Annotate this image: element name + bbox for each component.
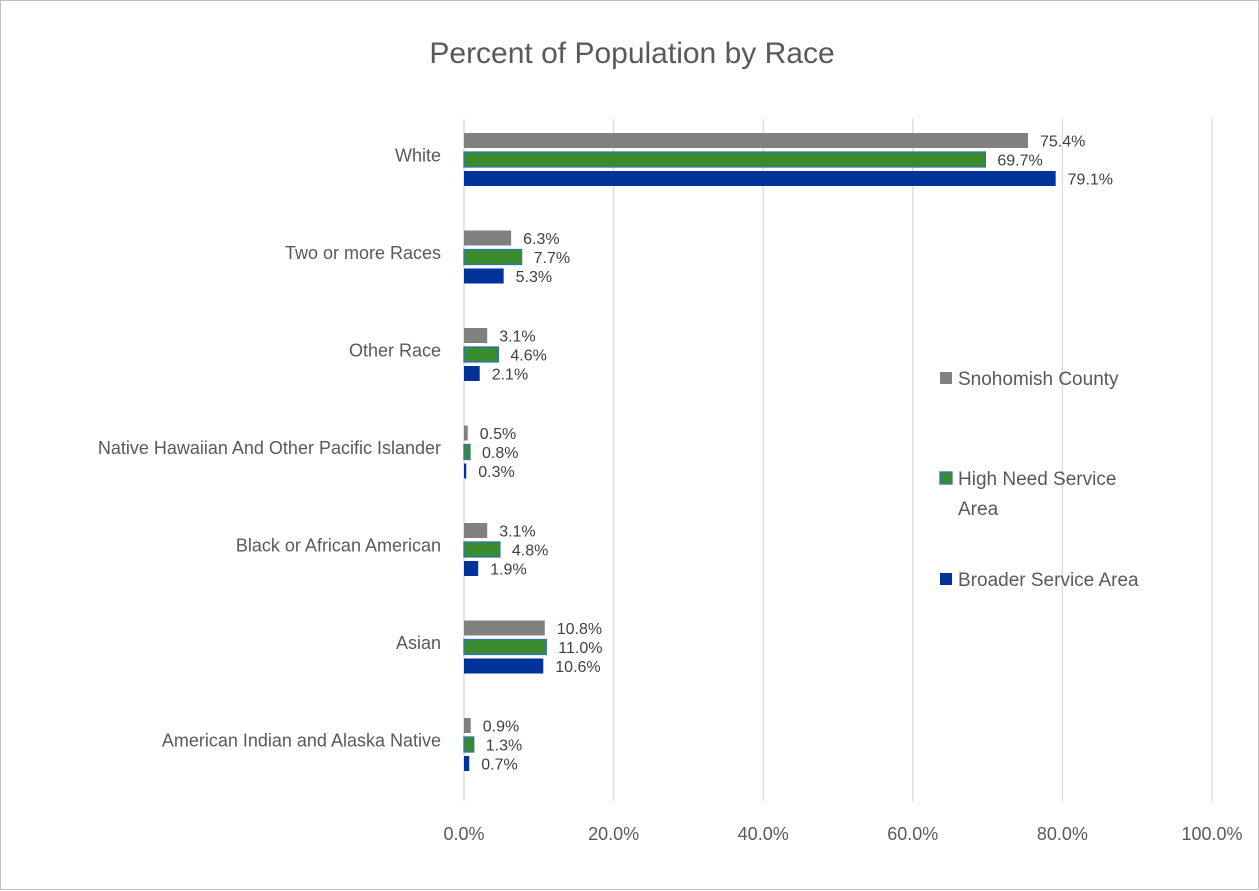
bar <box>464 268 504 284</box>
bar <box>464 230 512 246</box>
category-label: Asian <box>396 633 441 653</box>
data-label: 11.0% <box>558 640 602 657</box>
bar <box>464 561 479 576</box>
legend-swatch <box>940 573 952 585</box>
category-label: American Indian and Alaska Native <box>162 731 441 751</box>
legend-label: Area <box>958 499 999 520</box>
x-tick-label: 100.0% <box>1181 824 1242 844</box>
x-tick-label: 60.0% <box>887 824 938 844</box>
bar <box>464 425 468 441</box>
x-tick-label: 20.0% <box>588 824 639 844</box>
legend-label: Snohomish County <box>958 369 1119 390</box>
bar <box>463 736 475 753</box>
bar <box>464 718 471 733</box>
data-label: 10.6% <box>555 659 600 676</box>
bar <box>464 756 470 771</box>
data-label: 0.9% <box>483 719 519 736</box>
bars <box>463 133 1056 771</box>
data-labels: 75.4% 69.7% 79.1% 6.3% 7.7% 5.3% 3.1% 4.6% 2.1% 0… <box>478 134 1113 774</box>
gridlines <box>463 119 1213 801</box>
bar <box>464 463 467 479</box>
data-label: 0.7% <box>481 757 517 774</box>
data-label: 10.8% <box>557 621 602 638</box>
bar <box>463 151 987 168</box>
bar <box>463 541 501 558</box>
x-tick-label: 80.0% <box>1037 824 1088 844</box>
category-label: Two or more Races <box>285 243 441 263</box>
bar <box>464 658 544 674</box>
data-label: 4.8% <box>512 543 548 560</box>
x-tick-label: 40.0% <box>738 824 789 844</box>
data-label: 1.9% <box>490 562 526 579</box>
category-label: Other Race <box>349 341 441 361</box>
category-label: Native Hawaiian And Other Pacific Island… <box>98 438 441 458</box>
data-label: 3.1% <box>499 329 535 346</box>
bar <box>464 366 480 381</box>
chart-title: Percent of Population by Race <box>429 37 834 70</box>
data-label: 2.1% <box>492 367 528 384</box>
legend: Snohomish County High Need Service Area Bro… <box>939 369 1139 591</box>
data-label: 7.7% <box>534 250 570 267</box>
x-axis-ticks: 0.0% 20.0% 40.0% 60.0% 80.0% 100.0% <box>443 824 1242 844</box>
data-label: 79.1% <box>1068 172 1113 189</box>
data-label: 4.6% <box>510 348 546 365</box>
data-label: 0.8% <box>482 445 518 462</box>
data-label: 5.3% <box>516 269 552 286</box>
data-label: 75.4% <box>1040 134 1085 151</box>
x-tick-label: 0.0% <box>443 824 484 844</box>
data-label: 6.3% <box>523 231 559 248</box>
bar <box>464 523 488 538</box>
category-label: White <box>395 146 441 166</box>
category-labels: White Two or more Races Other Race Native H… <box>98 146 441 751</box>
data-label: 3.1% <box>499 524 535 541</box>
bar <box>463 248 523 266</box>
data-label: 1.3% <box>486 738 522 755</box>
data-label: 0.3% <box>478 464 514 481</box>
data-label: 69.7% <box>997 153 1042 170</box>
legend-label: Broader Service Area <box>958 570 1139 591</box>
bar <box>463 346 500 363</box>
bar <box>464 620 545 636</box>
bar <box>464 328 488 343</box>
legend-label: High Need Service <box>958 469 1116 490</box>
bar <box>464 171 1056 186</box>
category-label: Black or African American <box>236 536 441 556</box>
bar <box>463 638 547 656</box>
data-label: 0.5% <box>480 426 516 443</box>
legend-swatch <box>940 372 952 384</box>
bar <box>464 133 1028 148</box>
legend-swatch <box>939 471 953 485</box>
bar <box>463 443 471 461</box>
